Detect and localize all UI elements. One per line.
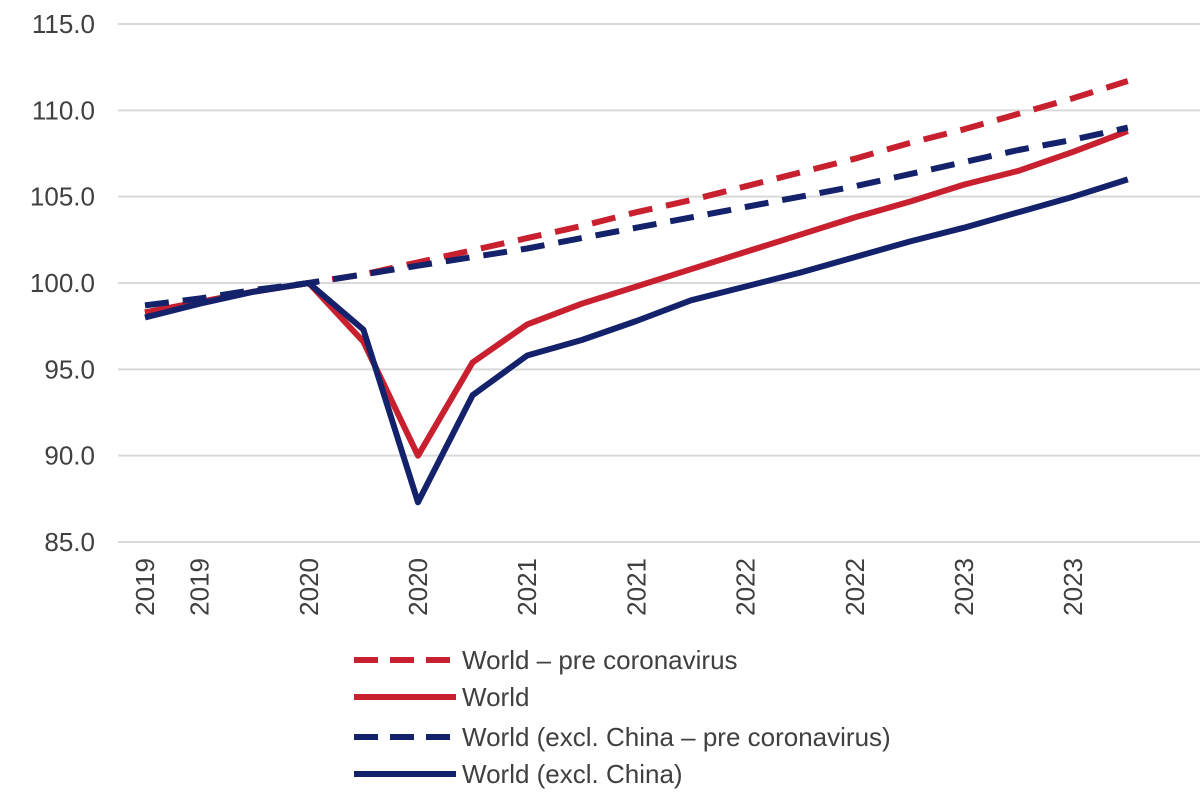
x-tick-label: 2021 (512, 558, 542, 616)
legend-label: World (excl. China – pre coronavirus) (462, 722, 891, 752)
y-tick-label: 115.0 (32, 9, 95, 39)
y-tick-label: 100.0 (30, 268, 95, 298)
x-tick-label: 2019 (185, 558, 215, 616)
x-tick-label: 2019 (130, 558, 160, 616)
legend-label: World (462, 682, 529, 712)
y-tick-label: 110.0 (32, 95, 95, 125)
y-tick-label: 105.0 (30, 182, 95, 212)
legend-label: World – pre coronavirus (462, 645, 738, 675)
x-axis-tick-labels: 2019 2019 2020 2020 2021 2021 2022 2022 2023 2023 (130, 558, 1088, 616)
x-tick-label: 2022 (840, 558, 870, 616)
gridlines (118, 24, 1200, 542)
series-lines (145, 81, 1128, 502)
x-tick-label: 2023 (949, 558, 979, 616)
series-line-3 (145, 128, 1128, 306)
y-tick-label: 95.0 (44, 354, 95, 384)
series-line-2 (145, 131, 1128, 456)
legend: World – pre coronavirus World World (excl.… (354, 645, 891, 789)
x-tick-label: 2020 (403, 558, 433, 616)
x-tick-label: 2022 (731, 558, 761, 616)
x-tick-label: 2023 (1058, 558, 1088, 616)
x-tick-label: 2021 (621, 558, 651, 616)
y-axis-tick-labels: 85.0 90.0 95.0 100.0 105.0 110.0 115.0 (30, 9, 95, 557)
y-tick-label: 90.0 (44, 441, 95, 471)
y-tick-label: 85.0 (44, 527, 95, 557)
x-tick-label: 2020 (294, 558, 324, 616)
legend-label: World (excl. China) (462, 759, 683, 789)
